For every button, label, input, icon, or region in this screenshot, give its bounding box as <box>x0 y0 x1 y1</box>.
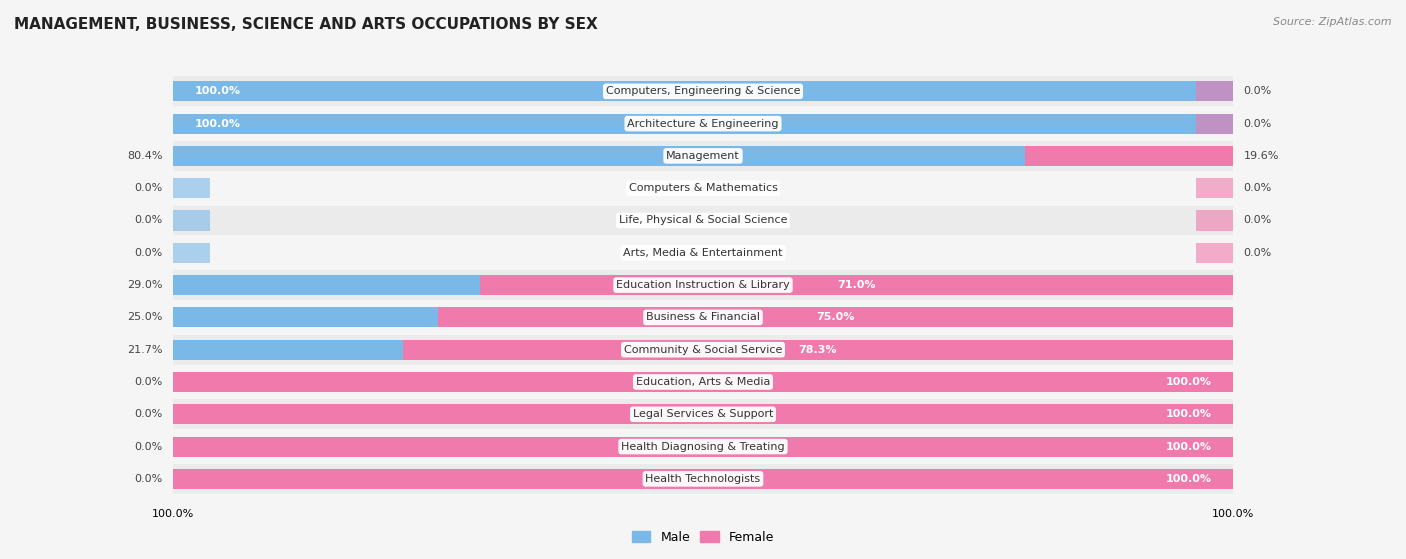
Text: 80.4%: 80.4% <box>127 151 163 161</box>
Text: 25.0%: 25.0% <box>127 312 163 323</box>
Bar <box>173 141 1233 170</box>
Bar <box>173 173 1233 203</box>
Text: 0.0%: 0.0% <box>1243 119 1272 129</box>
Bar <box>1197 211 1233 230</box>
Bar <box>439 307 1233 328</box>
Bar <box>173 340 404 359</box>
Text: 0.0%: 0.0% <box>134 474 163 484</box>
Text: 0.0%: 0.0% <box>134 442 163 452</box>
Text: 100.0%: 100.0% <box>194 119 240 129</box>
Text: Education Instruction & Library: Education Instruction & Library <box>616 280 790 290</box>
Bar <box>173 372 209 392</box>
Bar <box>173 206 1233 235</box>
Bar <box>1197 243 1233 263</box>
Bar <box>173 275 481 295</box>
Text: 0.0%: 0.0% <box>134 215 163 225</box>
Text: Community & Social Service: Community & Social Service <box>624 345 782 355</box>
Bar <box>173 270 1233 300</box>
Text: Health Diagnosing & Treating: Health Diagnosing & Treating <box>621 442 785 452</box>
Bar <box>481 275 1233 295</box>
Legend: Male, Female: Male, Female <box>627 526 779 549</box>
Bar <box>173 109 1233 139</box>
Text: 100.0%: 100.0% <box>1166 377 1212 387</box>
Text: Life, Physical & Social Science: Life, Physical & Social Science <box>619 215 787 225</box>
Text: Computers, Engineering & Science: Computers, Engineering & Science <box>606 86 800 96</box>
Bar <box>173 400 1233 429</box>
Bar <box>173 367 1233 397</box>
Text: 0.0%: 0.0% <box>1243 215 1272 225</box>
Text: 0.0%: 0.0% <box>1243 86 1272 96</box>
Bar <box>173 307 439 328</box>
Text: MANAGEMENT, BUSINESS, SCIENCE AND ARTS OCCUPATIONS BY SEX: MANAGEMENT, BUSINESS, SCIENCE AND ARTS O… <box>14 17 598 32</box>
Bar <box>173 178 209 198</box>
Bar <box>173 243 209 263</box>
Bar <box>1197 81 1233 101</box>
Bar <box>173 469 209 489</box>
Bar <box>1197 178 1233 198</box>
Text: 100.0%: 100.0% <box>1166 442 1212 452</box>
Bar <box>173 81 1233 101</box>
Text: Architecture & Engineering: Architecture & Engineering <box>627 119 779 129</box>
Bar <box>173 404 209 424</box>
Text: 100.0%: 100.0% <box>194 86 240 96</box>
Bar <box>173 113 1233 134</box>
Text: 100.0%: 100.0% <box>1166 409 1212 419</box>
Bar <box>173 77 1233 106</box>
Bar <box>173 211 209 230</box>
Text: 100.0%: 100.0% <box>1166 474 1212 484</box>
Text: Source: ZipAtlas.com: Source: ZipAtlas.com <box>1274 17 1392 27</box>
Bar <box>404 340 1233 359</box>
Bar <box>1025 146 1233 166</box>
Bar <box>173 432 1233 461</box>
Bar <box>173 146 1025 166</box>
Text: 0.0%: 0.0% <box>134 248 163 258</box>
Text: Management: Management <box>666 151 740 161</box>
Bar <box>173 437 209 457</box>
Bar <box>173 335 1233 364</box>
Text: Education, Arts & Media: Education, Arts & Media <box>636 377 770 387</box>
Text: 0.0%: 0.0% <box>134 183 163 193</box>
Text: Legal Services & Support: Legal Services & Support <box>633 409 773 419</box>
Text: Business & Financial: Business & Financial <box>645 312 761 323</box>
Text: 71.0%: 71.0% <box>838 280 876 290</box>
Text: 21.7%: 21.7% <box>127 345 163 355</box>
Text: 0.0%: 0.0% <box>1243 183 1272 193</box>
Bar <box>173 404 1233 424</box>
Bar <box>173 464 1233 494</box>
Text: 19.6%: 19.6% <box>1243 151 1279 161</box>
Text: 0.0%: 0.0% <box>134 409 163 419</box>
Text: 29.0%: 29.0% <box>127 280 163 290</box>
Text: 75.0%: 75.0% <box>817 312 855 323</box>
Text: Computers & Mathematics: Computers & Mathematics <box>628 183 778 193</box>
Text: Arts, Media & Entertainment: Arts, Media & Entertainment <box>623 248 783 258</box>
Bar <box>173 302 1233 332</box>
Bar <box>173 437 1233 457</box>
Bar <box>173 372 1233 392</box>
Text: 78.3%: 78.3% <box>799 345 837 355</box>
Bar <box>173 469 1233 489</box>
Text: Health Technologists: Health Technologists <box>645 474 761 484</box>
Bar <box>1197 113 1233 134</box>
Text: 0.0%: 0.0% <box>1243 248 1272 258</box>
Text: 0.0%: 0.0% <box>134 377 163 387</box>
Bar <box>173 238 1233 268</box>
